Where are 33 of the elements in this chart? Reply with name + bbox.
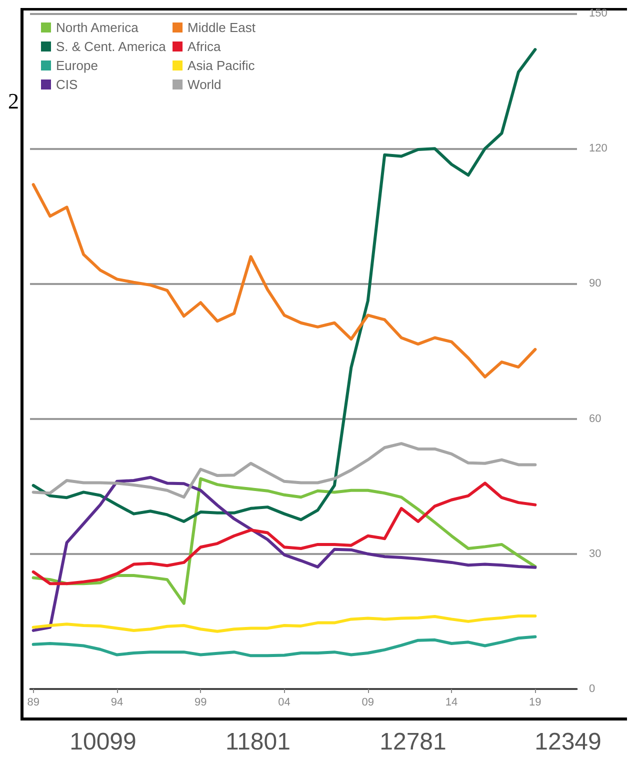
line-series [32,614,537,633]
x-tick-label: 99 [194,696,207,708]
text: 12781 [380,728,446,756]
text: 2 [8,88,19,114]
y-tick-label: 120 [589,142,608,155]
x-tick-label: 94 [110,696,124,708]
line-series [32,635,537,658]
y-tick-label: 150 [589,8,608,20]
legend-label: World [188,77,222,92]
legend-label: Middle East [188,20,256,35]
line-series [32,476,537,632]
legend-label: Africa [188,39,222,54]
text: 11801 [226,728,290,756]
line-series [32,477,537,605]
x-tick-label: 09 [362,696,374,708]
x-tick-label: 14 [445,696,458,708]
legend-label: S. & Cent. America [56,39,167,54]
text: 10099 [70,728,136,756]
line-series [32,183,537,378]
y-tick-label: 0 [589,683,596,695]
x-tick-label: 04 [278,696,290,708]
x-tick-label: 89 [27,696,40,708]
y-tick-label: 60 [589,412,602,425]
legend-label: Asia Pacific [188,58,256,73]
y-tick-label: 30 [589,548,602,560]
y-tick-label: 90 [589,278,602,290]
legend-label: North America [56,20,140,35]
line-series [32,482,537,586]
text: 12349 [534,728,602,756]
line-series [32,442,537,499]
legend-label: Europe [56,58,98,73]
legend-label: CIS [56,77,78,92]
x-tick-label: 19 [529,696,542,708]
